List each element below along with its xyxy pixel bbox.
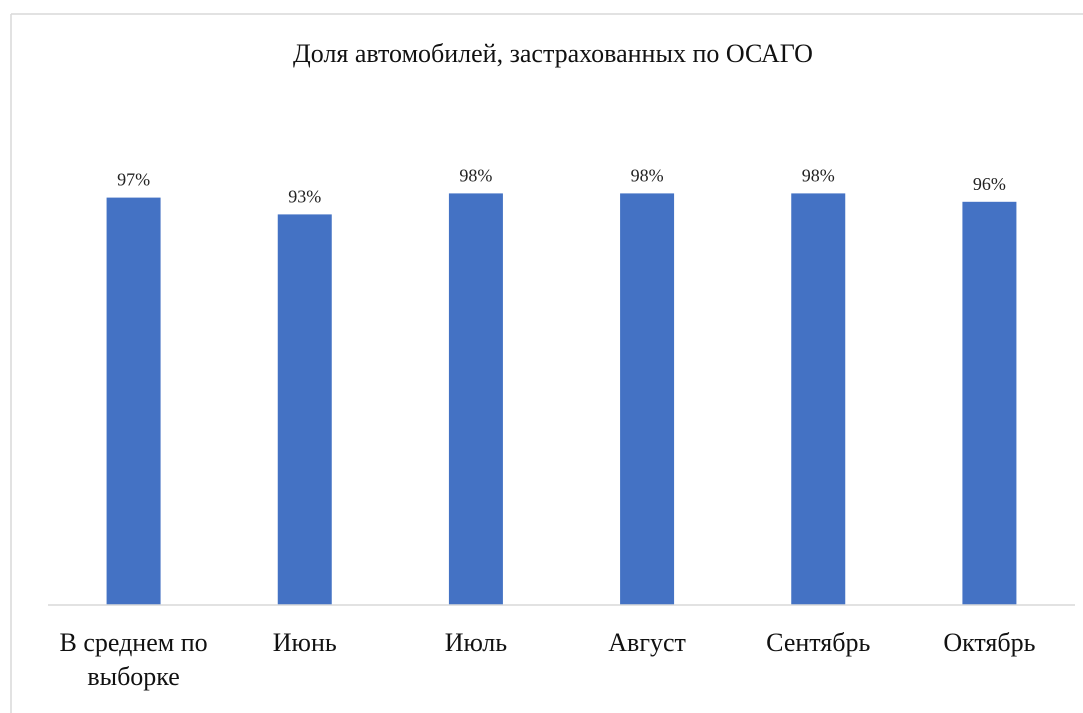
data-label: 97% <box>117 170 150 190</box>
x-tick-label: Октябрь <box>943 628 1036 657</box>
chart-title: Доля автомобилей, застрахованных по ОСАГ… <box>293 39 813 68</box>
x-tick-label: Август <box>608 628 686 657</box>
data-label: 93% <box>288 186 321 206</box>
bar <box>791 193 846 605</box>
data-label: 98% <box>802 165 835 185</box>
data-label: 98% <box>631 165 664 185</box>
bar <box>448 193 503 605</box>
x-tick-label: Сентябрь <box>766 628 871 657</box>
x-tick-label: Июнь <box>272 628 337 657</box>
x-tick-label: В среднем по выборке <box>59 628 208 691</box>
bar <box>962 201 1017 606</box>
x-tick-label: Июль <box>444 628 508 657</box>
bar <box>620 193 675 605</box>
bar <box>277 214 332 605</box>
bar <box>106 197 161 605</box>
data-label: 96% <box>973 174 1006 194</box>
data-label: 98% <box>459 165 492 185</box>
